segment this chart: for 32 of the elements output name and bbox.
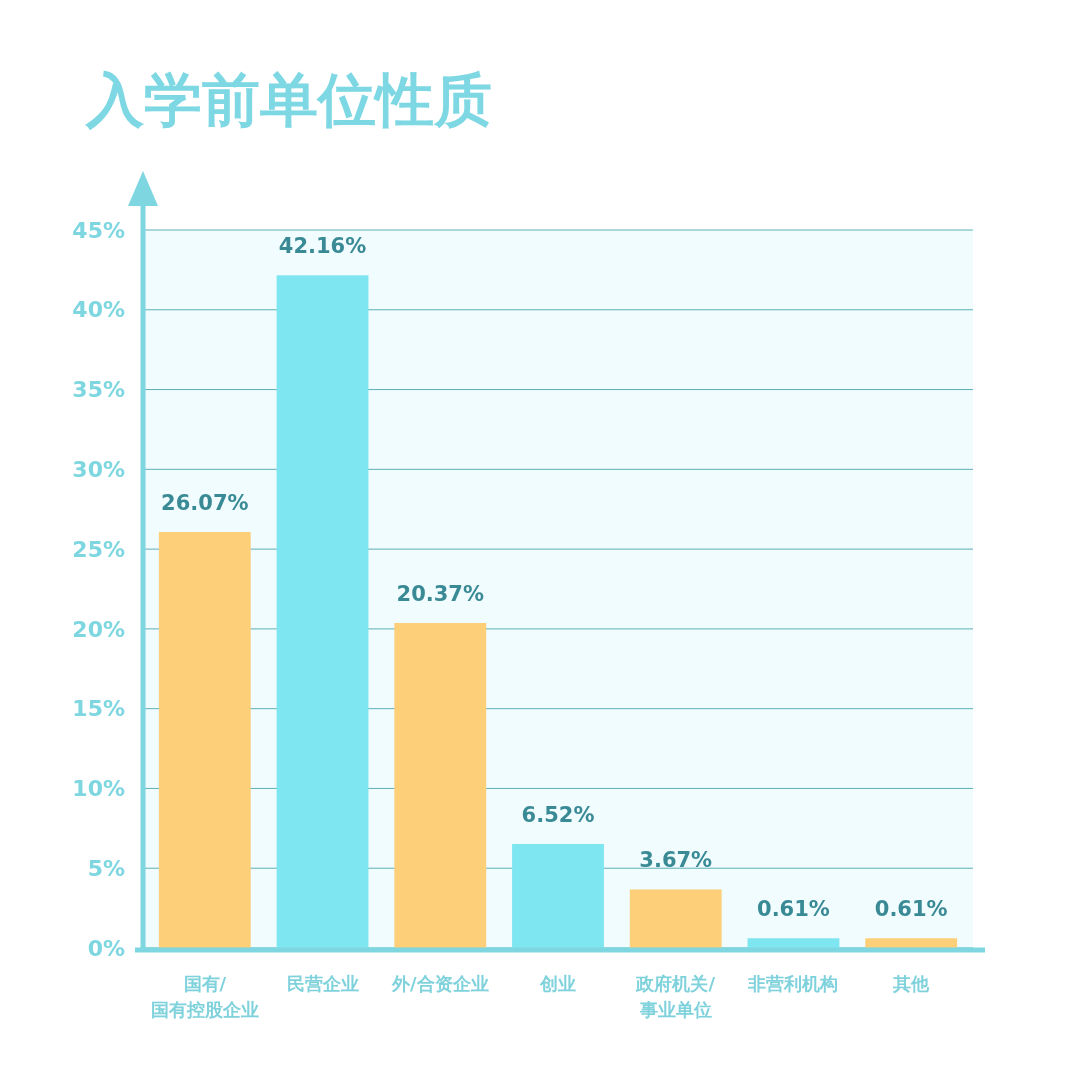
data-label: 0.61% (874, 897, 948, 922)
y-tick-label: 15% (72, 696, 125, 722)
data-label: 26.07% (161, 491, 249, 516)
bar (629, 889, 722, 948)
data-label: 6.52% (521, 802, 595, 827)
bar (865, 938, 958, 948)
x-tick-label: 其他 (892, 973, 931, 994)
y-tick-label: 40% (72, 297, 125, 323)
data-label: 0.61% (757, 897, 830, 922)
y-tick-label: 30% (72, 457, 125, 483)
chart-title: 入学前单位性质 (84, 66, 492, 134)
y-tick-label: 35% (72, 377, 125, 403)
y-tick-label: 5% (87, 855, 125, 881)
y-tick-label: 10% (72, 776, 125, 802)
x-tick-label: 非营利机构 (747, 973, 839, 994)
x-tick-label: 国有/ 国有控股企业 (150, 973, 259, 1020)
x-tick-label: 创业 (539, 973, 576, 994)
x-tick-label: 民营企业 (286, 973, 359, 994)
y-tick-label: 20% (72, 616, 125, 642)
data-label: 3.67% (639, 848, 713, 873)
bar (747, 938, 840, 948)
x-tick-label: 外/合资企业 (390, 973, 489, 994)
bar (276, 275, 369, 948)
bar (394, 622, 487, 948)
y-tick-label: 0% (87, 935, 125, 961)
data-label: 42.16% (278, 234, 367, 259)
bar (512, 843, 604, 948)
x-tick-label: 政府机关/ 事业单位 (635, 973, 716, 1020)
data-label: 20.37% (396, 581, 484, 606)
y-tick-label: 25% (72, 536, 125, 562)
y-tick-label: 45% (72, 217, 125, 243)
bar (158, 532, 251, 948)
